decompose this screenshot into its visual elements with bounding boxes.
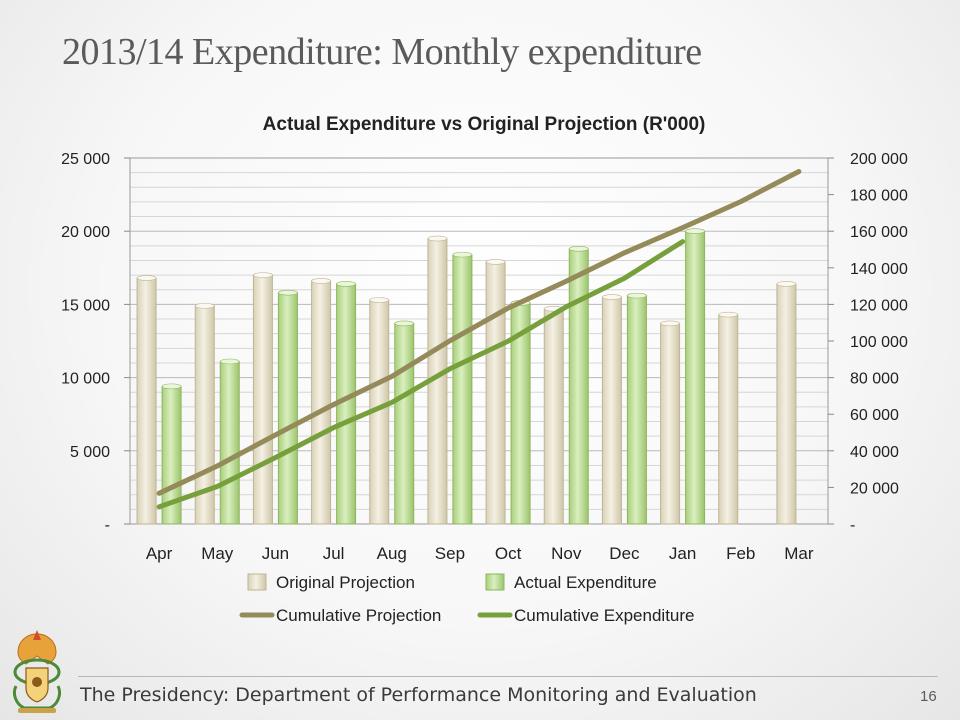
bar-original-projection-cap xyxy=(311,278,331,284)
bar-actual-expenditure-cap xyxy=(685,228,705,234)
expenditure-chart: Actual Expenditure vs Original Projectio… xyxy=(61,114,908,625)
bar-actual-expenditure-cap xyxy=(219,358,240,365)
y-left-tick-label: 5 000 xyxy=(70,444,110,461)
coat-of-arms-icon xyxy=(12,630,62,713)
bar-actual-expenditure-cap xyxy=(568,245,589,252)
y-left-tick-label: 15 000 xyxy=(61,297,110,314)
bar-original-projection xyxy=(660,322,681,525)
y-right-tick-label: 140 000 xyxy=(850,261,908,278)
y-right-tick-label: - xyxy=(850,517,855,534)
bar-original-projection-cap xyxy=(194,303,215,309)
x-tick-label: Jul xyxy=(323,544,345,563)
y-right-tick-label: 20 000 xyxy=(850,480,899,497)
bar-original-projection-cap xyxy=(660,320,680,327)
bar-original-projection xyxy=(601,296,622,525)
line-cumulative-projection xyxy=(156,169,802,496)
x-tick-label: May xyxy=(201,544,234,563)
y-left-tick-label: 10 000 xyxy=(61,371,110,388)
bar-original-projection-cap xyxy=(718,311,739,318)
bar-original-projection-cap xyxy=(427,235,448,242)
bar-actual-expenditure xyxy=(452,254,473,525)
footer-department-label: The Presidency: Department of Performanc… xyxy=(80,684,757,706)
bar-original-projection xyxy=(311,280,332,525)
footer-divider xyxy=(78,676,938,677)
bar-actual-expenditure-cap xyxy=(452,251,473,258)
bar-actual-expenditure-cap xyxy=(161,383,182,390)
bar-original-projection-cap xyxy=(136,275,157,281)
bar-original-projection-cap xyxy=(485,259,506,265)
x-tick-label: Sep xyxy=(435,544,465,563)
x-tick-label: Aug xyxy=(377,544,407,563)
bar-original-projection xyxy=(136,277,157,525)
x-tick-label: Jan xyxy=(669,544,696,563)
y-right-tick-label: 100 000 xyxy=(850,334,908,351)
bar-actual-expenditure-cap xyxy=(336,281,356,287)
slide-title: 2013/14 Expenditure: Monthly expenditure xyxy=(62,31,702,73)
bar-actual-expenditure xyxy=(568,248,589,525)
y-right-tick-label: 40 000 xyxy=(850,444,899,461)
bar-original-projection-cap xyxy=(776,281,797,287)
legend-label: Original Projection xyxy=(276,573,415,592)
y-right-tick-label: 120 000 xyxy=(850,297,908,314)
y-left-tick-label: - xyxy=(105,517,110,534)
bar-actual-expenditure-cap xyxy=(627,292,647,299)
bar-actual-expenditure xyxy=(685,230,706,525)
bar-original-projection xyxy=(485,261,506,525)
bar-actual-expenditure xyxy=(277,292,298,525)
bar-actual-expenditure-cap xyxy=(394,320,415,327)
page-number: 16 xyxy=(920,688,937,705)
legend-label: Cumulative Projection xyxy=(276,606,441,625)
legend-swatch xyxy=(247,573,267,591)
y-right-tick-label: 60 000 xyxy=(850,407,899,424)
bar-actual-expenditure-cap xyxy=(278,289,298,296)
x-tick-label: Jun xyxy=(262,544,289,563)
bar-actual-expenditure xyxy=(626,295,647,525)
y-right-tick-label: 80 000 xyxy=(850,371,899,388)
bar-original-projection-cap xyxy=(369,297,390,303)
legend-label: Cumulative Expenditure xyxy=(514,606,694,625)
bar-original-projection xyxy=(252,274,273,525)
y-right-tick-label: 180 000 xyxy=(850,188,908,205)
y-left-tick-label: 20 000 xyxy=(61,224,110,241)
line-cumulative-expenditure xyxy=(156,239,686,510)
chart-title: Actual Expenditure vs Original Projectio… xyxy=(263,114,706,135)
y-right-tick-label: 160 000 xyxy=(850,224,908,241)
y-left-tick-label: 25 000 xyxy=(61,151,110,168)
bar-actual-expenditure xyxy=(394,322,415,525)
bar-original-projection-cap xyxy=(253,272,273,278)
legend-swatch xyxy=(485,573,505,591)
x-tick-label: Dec xyxy=(609,544,640,563)
bar-original-projection xyxy=(718,314,739,525)
x-tick-label: Nov xyxy=(551,544,582,563)
x-tick-label: Apr xyxy=(146,544,173,563)
bar-original-projection xyxy=(543,308,564,525)
x-tick-label: Mar xyxy=(784,544,814,563)
bar-actual-expenditure xyxy=(219,360,240,525)
bar-original-projection-cap xyxy=(602,294,622,300)
x-tick-label: Feb xyxy=(726,544,755,563)
bar-original-projection xyxy=(776,283,797,525)
legend-label: Actual Expenditure xyxy=(514,573,657,592)
x-tick-label: Oct xyxy=(495,544,522,563)
y-right-tick-label: 200 000 xyxy=(850,151,908,168)
